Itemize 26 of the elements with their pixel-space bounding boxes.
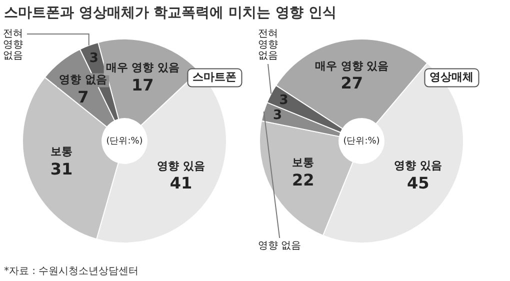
slice-label: 영향 없음: [258, 240, 302, 252]
slice-label: 매우 영향 있음: [106, 61, 180, 74]
slice-label: 보통: [292, 156, 314, 170]
text: 영상매체: [430, 70, 474, 84]
slice-label: 영향 있음: [394, 159, 442, 172]
text: (단위:%): [343, 136, 380, 146]
chart-title: 스마트폰과 영상매체가 학교폭력에 미치는 영향 인식: [4, 4, 336, 22]
slice-label: 영향 없음: [59, 73, 108, 86]
data-label: 31: [50, 159, 73, 178]
data-label: 27: [340, 74, 363, 93]
data-label: 7: [78, 87, 89, 106]
data-label: 3: [279, 92, 288, 108]
data-label: 3: [273, 108, 282, 124]
slice-label: 보통: [50, 145, 72, 158]
text: 스마트폰: [192, 70, 237, 84]
data-label: 22: [292, 170, 314, 190]
text: (단위:%): [106, 136, 143, 146]
slice-label: 전혀 영향 없음: [3, 28, 23, 62]
text: *자료 : 수원시청소년상담센터: [4, 265, 139, 278]
slice-label: 전혀 영향 없음: [258, 28, 278, 62]
data-label: 3: [89, 51, 98, 66]
data-label: 17: [132, 75, 154, 94]
slice-label: 영향 있음: [157, 159, 205, 172]
data-label: 41: [170, 174, 192, 193]
slice-label: 매우 영향 있음: [314, 59, 389, 72]
data-label: 45: [406, 173, 430, 192]
